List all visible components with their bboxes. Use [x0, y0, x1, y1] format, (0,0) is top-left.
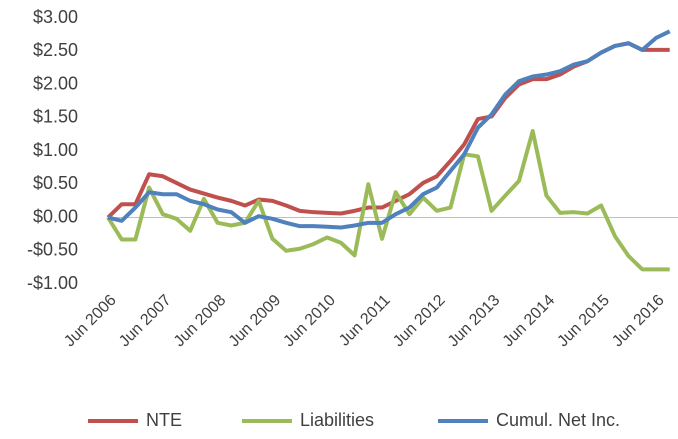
y-tick-label: -$0.50: [27, 240, 78, 260]
y-tick-label: $2.00: [33, 73, 78, 93]
y-tick-label: $0.00: [33, 206, 78, 226]
x-tick-label: Jun 2012: [390, 292, 449, 351]
x-tick-label: Jun 2009: [226, 292, 285, 351]
y-tick-label: $1.00: [33, 140, 78, 160]
y-tick-label: -$1.00: [27, 273, 78, 293]
x-tick-label: Jun 2006: [61, 292, 120, 351]
line-series: [107, 29, 671, 230]
y-tick-label: $1.50: [33, 107, 78, 127]
y-tick-label: $3.00: [33, 7, 78, 27]
x-tick-label: Jun 2016: [609, 292, 668, 351]
y-tick-label: $0.50: [33, 173, 78, 193]
x-tick-label: Jun 2014: [500, 292, 559, 351]
legend-label: NTE: [146, 410, 182, 430]
legend-label: Cumul. Net Inc.: [496, 410, 620, 430]
x-tick-label: Jun 2015: [554, 292, 613, 351]
legend-label: Liabilities: [300, 410, 374, 430]
line-series: [106, 41, 670, 219]
x-tick-label: Jun 2013: [445, 292, 504, 351]
y-tick-label: $2.50: [33, 40, 78, 60]
x-tick-label: Jun 2008: [171, 292, 230, 351]
x-tick-label: Jun 2007: [116, 292, 175, 351]
x-tick-label: Jun 2010: [280, 292, 339, 351]
x-tick-label: Jun 2011: [336, 292, 394, 350]
